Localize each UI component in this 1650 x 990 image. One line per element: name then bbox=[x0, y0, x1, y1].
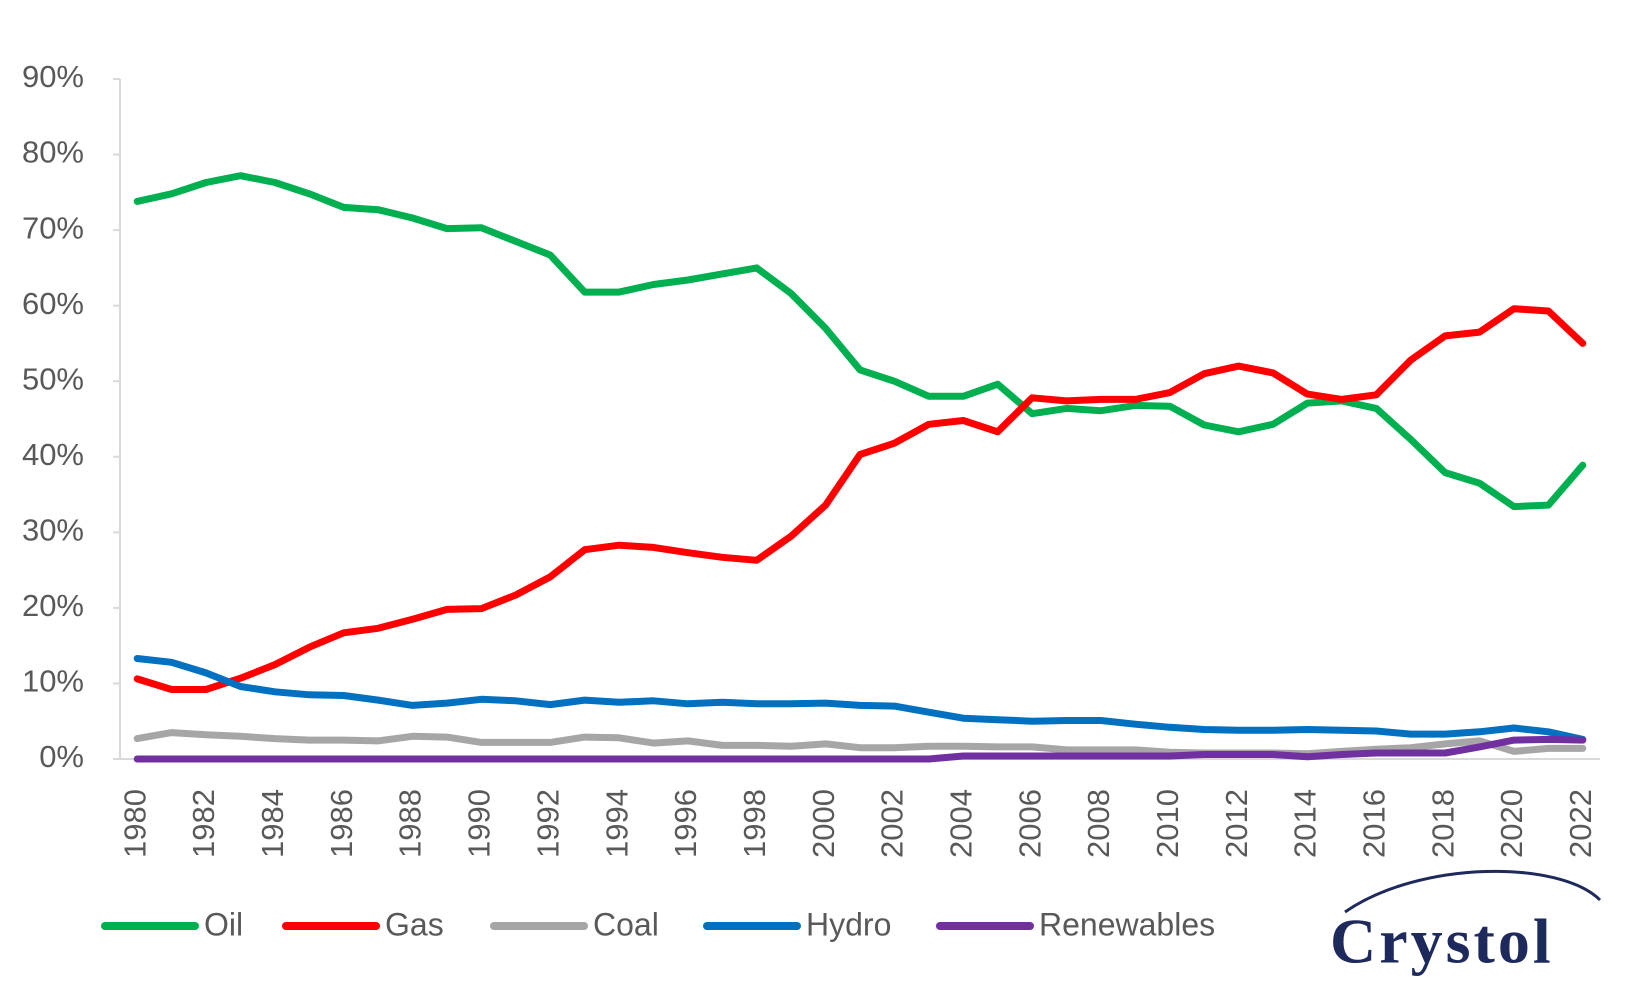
x-tick-label: 1990 bbox=[462, 789, 497, 858]
y-tick-label: 90% bbox=[22, 59, 84, 94]
x-tick-label: 2008 bbox=[1081, 789, 1116, 858]
x-tick-label: 2022 bbox=[1563, 789, 1598, 858]
x-tick-label: 2010 bbox=[1150, 789, 1185, 858]
x-tick-label: 1980 bbox=[117, 789, 152, 858]
y-tick-label: 40% bbox=[22, 437, 84, 472]
x-tick-label: 2002 bbox=[875, 789, 910, 858]
series-line bbox=[133, 655, 1587, 743]
x-tick-label: 2012 bbox=[1219, 789, 1254, 858]
y-tick-label: 70% bbox=[22, 210, 84, 245]
x-tick-label: 2006 bbox=[1012, 789, 1047, 858]
x-tick-label: 1986 bbox=[324, 789, 359, 858]
x-tick-label: 2014 bbox=[1288, 789, 1323, 858]
y-tick-label: 80% bbox=[22, 135, 84, 170]
x-tick-label: 2004 bbox=[943, 789, 978, 858]
y-tick-label: 60% bbox=[22, 286, 84, 321]
logo-arc bbox=[1344, 869, 1602, 914]
x-tick-label: 1984 bbox=[255, 789, 290, 858]
y-tick-label: 0% bbox=[39, 739, 84, 774]
legend-label: Renewables bbox=[1039, 906, 1215, 942]
legend-label: Gas bbox=[385, 906, 444, 942]
y-tick-label: 10% bbox=[22, 664, 84, 699]
legend-label: Oil bbox=[204, 906, 243, 942]
y-tick-label: 50% bbox=[22, 361, 84, 396]
x-tick-label: 2000 bbox=[806, 789, 841, 858]
x-tick-label: 2020 bbox=[1494, 789, 1529, 858]
series-line bbox=[133, 735, 1587, 763]
x-tick-label: 1994 bbox=[599, 789, 634, 858]
y-tick-label: 30% bbox=[22, 513, 84, 548]
x-tick-label: 1992 bbox=[530, 789, 565, 858]
x-tick-label: 2018 bbox=[1425, 789, 1460, 858]
series-line bbox=[133, 305, 1587, 693]
x-tick-label: 1996 bbox=[668, 789, 703, 858]
x-tick-label: 2016 bbox=[1356, 789, 1391, 858]
x-tick-label: 1988 bbox=[393, 789, 428, 858]
legend-label: Coal bbox=[593, 906, 659, 942]
y-tick-label: 20% bbox=[22, 588, 84, 623]
legend-label: Hydro bbox=[806, 906, 891, 942]
x-tick-label: 1982 bbox=[186, 789, 221, 858]
logo: Crystol bbox=[1330, 906, 1554, 977]
x-tick-label: 1998 bbox=[737, 789, 772, 858]
